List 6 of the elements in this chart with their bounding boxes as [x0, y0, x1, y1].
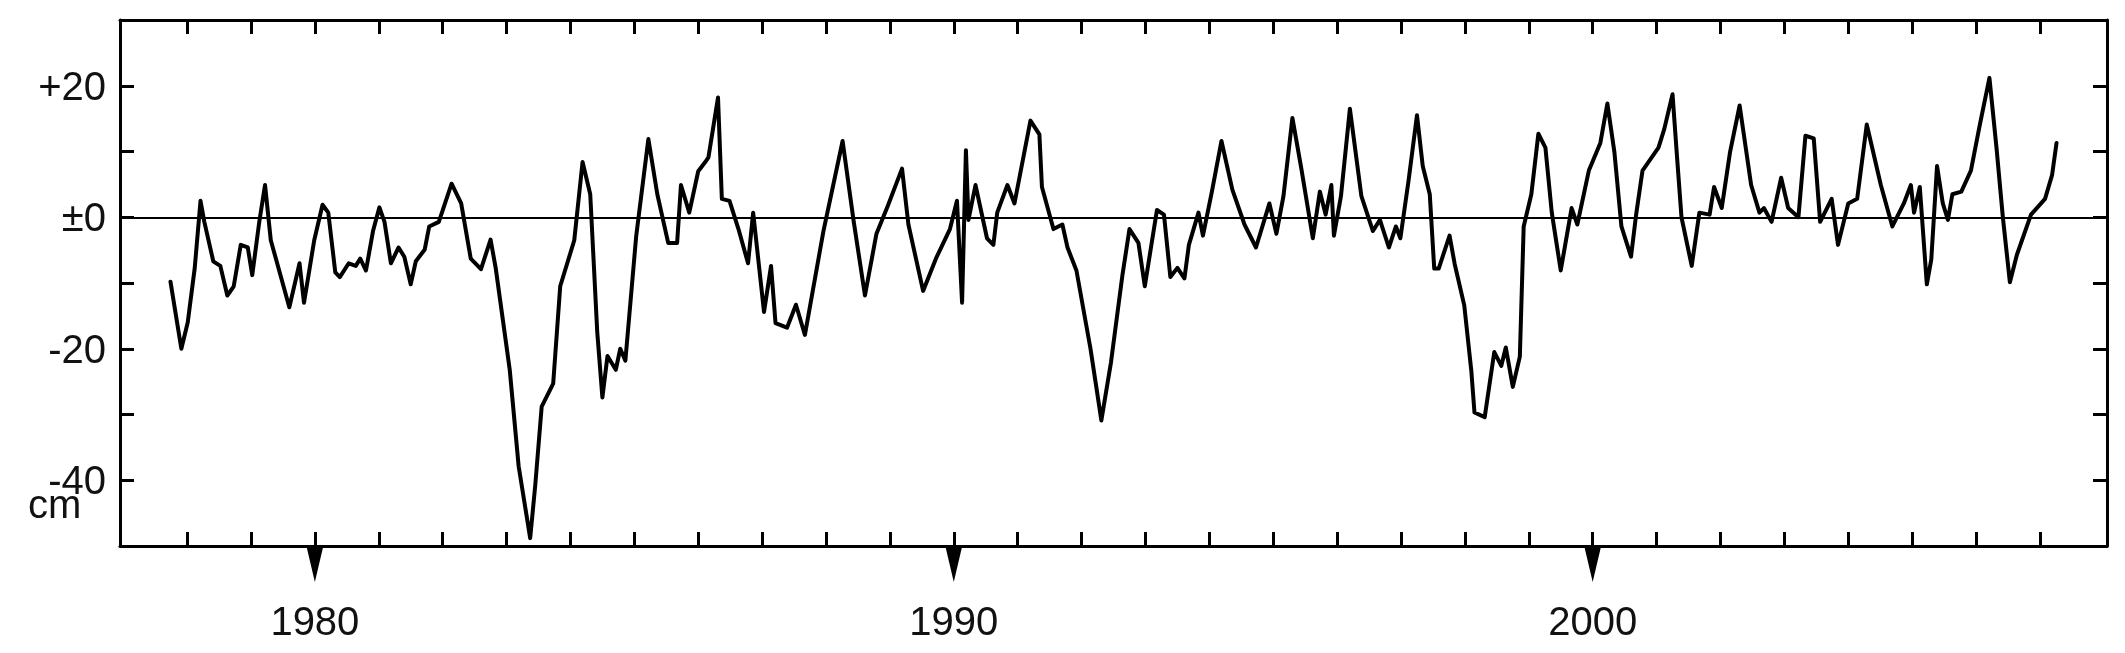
y-tick-label: -20 [48, 326, 106, 371]
x-tick-label: 2000 [1548, 599, 1638, 643]
y-tick-label: ±0 [61, 195, 106, 240]
y-tick-label: +20 [38, 63, 106, 108]
x-tick-label: 1980 [270, 599, 360, 643]
x-tick-label: 1990 [909, 599, 999, 643]
